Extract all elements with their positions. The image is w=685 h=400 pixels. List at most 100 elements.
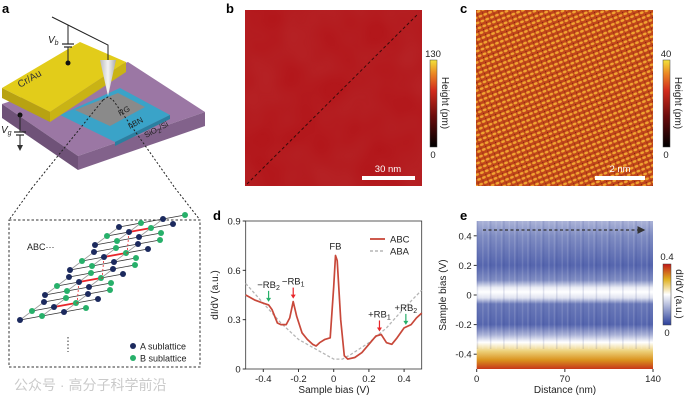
colorbar-e-min: 0 [664,328,669,339]
b-site-atom [29,308,35,314]
scale-bar-label: 30 nm [375,164,401,175]
peak-arrowhead [376,327,382,332]
x-tick-label: -0.2 [290,374,306,385]
y-axis-label: Sample bias (V) [438,259,449,330]
a-site-atom [61,309,67,315]
a-site-atom [17,317,23,323]
peak-annotation: +RB1 [368,309,391,321]
y-tick-label: 0.6 [227,266,240,277]
c-c-bond [43,297,67,303]
b-site-atom [113,245,119,251]
stacking-label: ABC··· [27,242,55,252]
y-tick-label: 0 [235,365,240,376]
a-site-atom [160,216,166,222]
heatmap-column [561,221,563,349]
c-c-bond [138,232,162,238]
a-sublattice-icon [130,343,136,349]
c-c-bond [140,218,164,224]
panel-label-e: e [460,208,467,223]
c-c-bond [91,261,115,267]
heatmap-column [574,221,577,349]
peak-annotation: FB [329,242,341,253]
b-sublattice-icon [130,355,136,361]
legend-b-sublattice: B sublattice [140,354,187,364]
c-c-bond [69,265,93,271]
dIdV-heatmap [476,221,653,369]
y-axis-label: dI/dV (a.u.) [210,270,221,319]
y-tick-label: -0.2 [455,320,471,331]
b-site-atom [39,313,45,319]
atomic-resolution-image [476,10,653,186]
c-c-bond [112,264,136,270]
colorbar-c-min: 0 [663,150,668,161]
vg-label: Vg [1,125,12,137]
b-site-atom [64,288,70,294]
x-axis-label: Sample bias (V) [298,385,369,396]
colorbar-c-label: Height (pm) [672,77,683,129]
heatmap-column [622,221,624,349]
c-c-bond [150,223,174,229]
c-c-bond [106,231,130,237]
panel-label-c: c [460,1,467,16]
b-site-atom [182,212,188,218]
rg-flake [75,93,145,126]
peak-annotation: −RB2 [257,280,280,292]
panel-d-spectra-chart: d Sample bias (V) dI/dV (a.u.) -0.4 -0.2 0… [210,208,423,396]
c-c-bond [65,293,89,299]
vb-label: Vb [48,35,59,47]
zoom-line-left-lower [8,187,33,221]
inset-frame [8,219,201,368]
heatmap-column [640,221,643,349]
c-c-bond [75,298,99,304]
tip-region-marker [102,96,114,101]
b-site-atom [114,238,120,244]
b-site-atom [158,230,164,236]
b-site-atom [89,263,95,269]
c-c-bond [31,306,55,312]
dimer-bond [78,277,102,283]
heatmap-column [635,221,637,349]
a-site-atom [67,267,73,273]
y-tick-label: 0.3 [227,315,240,326]
heatmap-column [646,221,648,349]
c-c-bond [125,248,149,254]
c-c-bond [94,240,118,246]
heatmap-column [566,221,569,349]
a-site-atom [101,254,107,260]
c-c-bond [44,290,68,296]
b-site-atom [63,295,69,301]
zoom-line-left [31,99,104,189]
hbn-flake-edge [115,115,170,146]
c-c-bond [118,222,142,228]
b-site-atom [108,280,114,286]
c-c-bond [93,247,117,253]
legend-label-abc: ABC [390,235,410,246]
abc-lattice-inset: ABC··· A sublattice B sublattice [8,212,201,368]
a-site-atom [135,241,141,247]
heatmap-column [500,221,503,349]
b-site-atom [107,287,113,293]
x-axis-label: Distance (nm) [534,385,596,396]
a-site-atom [86,284,92,290]
stm-tip-icon [100,60,116,96]
c-c-bond [81,256,105,262]
dimer-bond [128,227,152,233]
heatmap-column [614,221,616,349]
heatmap-column [534,221,537,349]
heatmap-streaks [476,221,651,349]
a-site-atom [42,292,48,298]
legend-label-aba: ABA [390,247,410,258]
cr-au-electrode-front [2,88,50,122]
a-site-atom [85,291,91,297]
b-site-atom [138,220,144,226]
scale-bar [595,176,645,180]
peak-arrowhead [290,294,296,299]
a-site-atom [92,242,98,248]
panel-b-topography: b 30 nm 130 0 Height (pm) [226,1,450,186]
colorbar-c [662,59,671,148]
a-site-atom [116,224,122,230]
x-tick-label: -0.4 [255,374,271,385]
c-c-bond [88,282,112,288]
heatmap-column [487,221,490,349]
